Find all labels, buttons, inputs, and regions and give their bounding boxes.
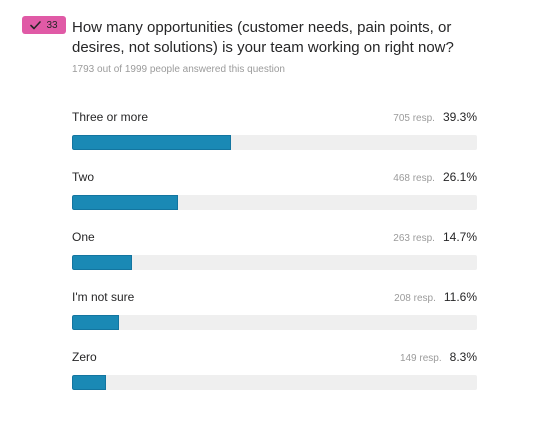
checkmark-icon — [30, 20, 42, 30]
bar-fill — [72, 255, 132, 270]
bar-track — [72, 315, 477, 330]
response-percent: 39.3% — [442, 110, 477, 124]
option-label: One — [72, 230, 95, 244]
response-count: 705 resp. — [393, 113, 435, 124]
bar-fill — [72, 375, 106, 390]
option-label: Three or more — [72, 110, 149, 124]
bar-fill — [72, 195, 178, 210]
response-count: 208 resp. — [394, 293, 436, 304]
bar-fill — [72, 315, 119, 330]
bar-track — [72, 135, 477, 150]
response-percent: 14.7% — [442, 230, 477, 244]
bar-track — [72, 375, 477, 390]
response-percent: 26.1% — [442, 170, 477, 184]
bar-track — [72, 255, 477, 270]
result-row: Two 468 resp. 26.1% — [72, 170, 477, 230]
response-percent: 11.6% — [443, 290, 477, 304]
response-percent: 8.3% — [449, 350, 477, 364]
question-number-badge: 33 — [22, 16, 66, 34]
result-row: One 263 resp. 14.7% — [72, 230, 477, 290]
option-label: Two — [72, 170, 95, 184]
option-label: Zero — [72, 350, 97, 364]
answered-count: 1793 out of 1999 people answered this qu… — [72, 64, 285, 75]
response-count: 263 resp. — [393, 233, 435, 244]
bar-fill — [72, 135, 232, 150]
results-list: Three or more 705 resp. 39.3% Two 468 re… — [72, 110, 477, 410]
result-row: Three or more 705 resp. 39.3% — [72, 110, 477, 170]
bar-track — [72, 195, 477, 210]
option-label: I'm not sure — [72, 290, 135, 304]
question-title: How many opportunities (customer needs, … — [72, 19, 454, 56]
response-count: 149 resp. — [399, 353, 442, 364]
result-row: I'm not sure 208 resp. 11.6% — [72, 290, 477, 350]
response-count: 468 resp. — [393, 173, 435, 184]
question-number: 33 — [46, 19, 58, 31]
result-row: Zero 149 resp. 8.3% — [72, 350, 477, 410]
